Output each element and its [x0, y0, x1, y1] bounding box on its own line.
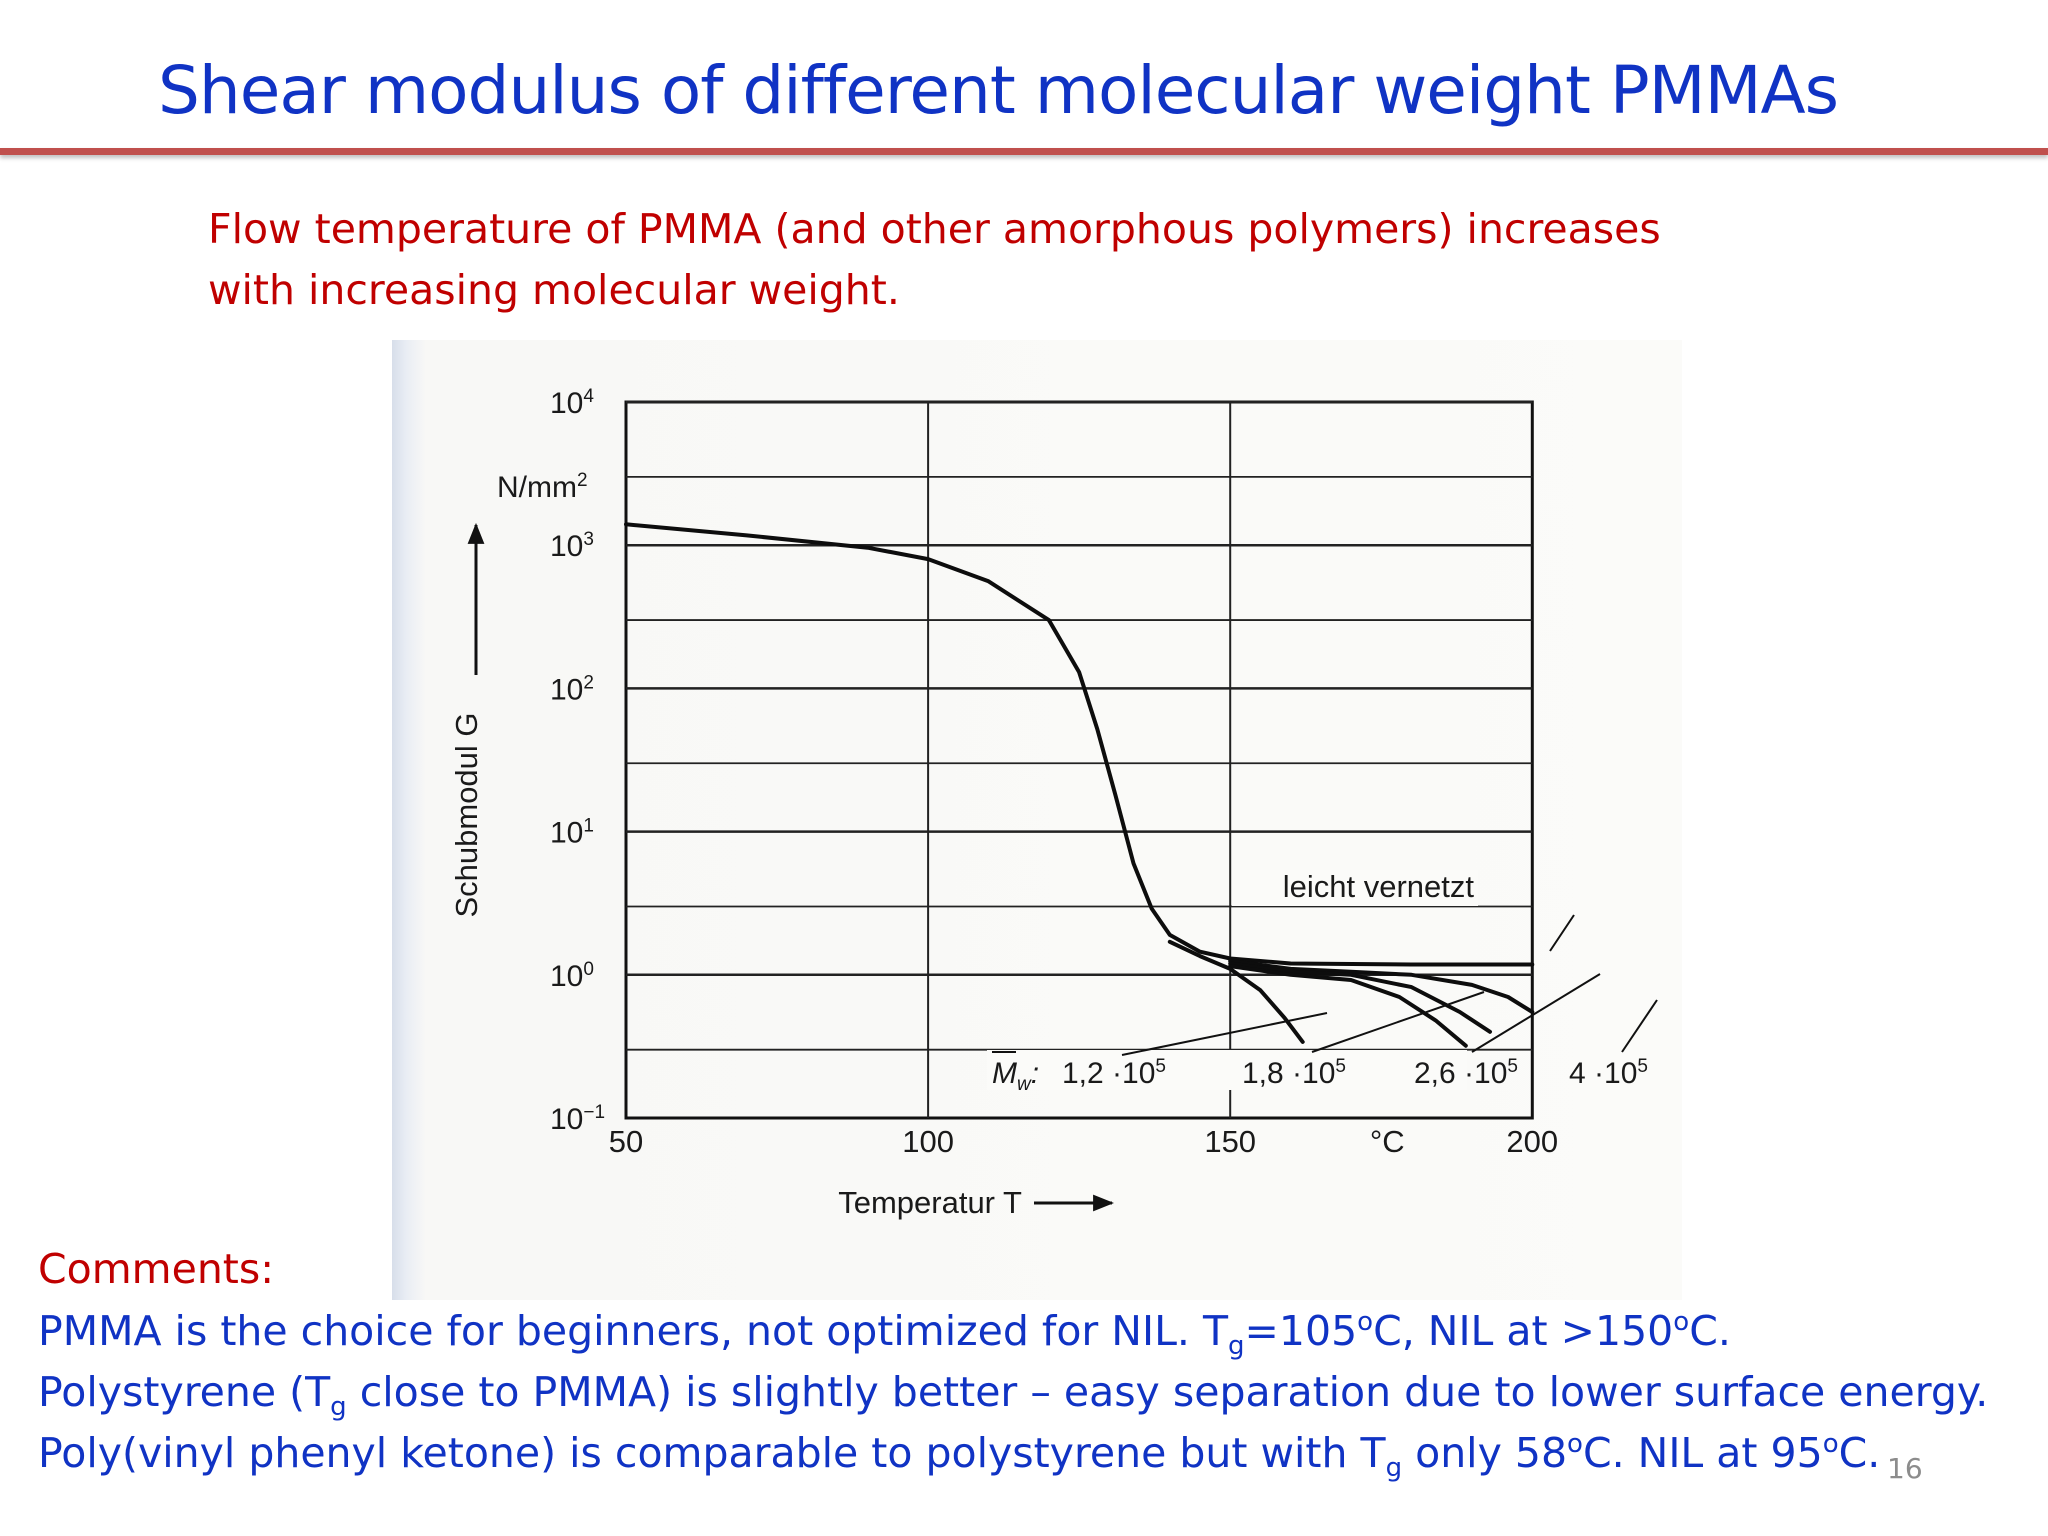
plot-frame: [624, 400, 1534, 1120]
y-unit-label: N/mm2: [497, 470, 588, 504]
page-number: 16: [1887, 1452, 1923, 1485]
x-tick-label: °C: [1370, 1124, 1405, 1159]
subtitle-line-1: Flow temperature of PMMA (and other amor…: [208, 205, 1661, 253]
y-axis-title: Schubmodul G: [449, 712, 484, 917]
x-axis-title: Temperatur T: [838, 1185, 1022, 1220]
curve-label-crosslinked-text: leicht vernetzt: [1283, 869, 1475, 904]
curve-label-crosslinked: leicht vernetzt: [1232, 869, 1575, 952]
mw-value-4: 4 ·105: [1569, 1056, 1648, 1090]
series-line-4: [1228, 964, 1468, 1048]
mw-leader-4: [1621, 999, 1658, 1053]
mw-legend: Mw: 1,2 ·105 1,8 ·105 2,6 ·105 4 ·105: [987, 973, 1658, 1095]
series-line-1: [624, 522, 1535, 967]
mw-leader-2: [1311, 991, 1485, 1053]
x-tick-label: 100: [902, 1124, 954, 1159]
chart-curves: [624, 522, 1535, 1048]
x-tick-label: 200: [1506, 1124, 1558, 1159]
series-line-5: [1167, 939, 1305, 1044]
y-tick-label: 104: [550, 386, 594, 420]
chart-ticks: 104 103 102 101 100 10−150 100 150 °C 200: [550, 386, 1558, 1159]
comments-label: Comments:: [38, 1245, 275, 1293]
mw-value-3: 2,6 ·105: [1414, 1056, 1518, 1090]
shear-modulus-figure: 104 103 102 101 100 10−1 50 100 150 °C 200 N/mm2 S…: [392, 340, 1682, 1300]
comment-line-polystyrene: Polystyrene (Tg close to PMMA) is slight…: [38, 1368, 1989, 1422]
title-rule: [0, 148, 2048, 155]
y-tick-label: 103: [550, 529, 594, 563]
chart-grid: [624, 400, 1534, 1120]
mw-leader-3: [1471, 973, 1601, 1053]
mw-value-2: 1,8 ·105: [1242, 1056, 1346, 1090]
y-tick-label: 10−1: [550, 1102, 605, 1136]
slide-title: Shear modulus of different molecular wei…: [158, 52, 1839, 129]
mw-value-1: 1,2 ·105: [1062, 1056, 1166, 1090]
subtitle-line-2: with increasing molecular weight.: [208, 266, 900, 314]
comment-line-pmma: PMMA is the choice for beginners, not op…: [38, 1307, 1731, 1361]
mw-symbol: Mw:: [992, 1057, 1039, 1095]
x-tick-label: 150: [1204, 1124, 1256, 1159]
y-tick-label: 102: [550, 672, 594, 706]
x-tick-label: 50: [609, 1124, 643, 1159]
y-tick-label: 101: [550, 816, 594, 850]
crosslinked-leader: [1549, 914, 1575, 952]
series-line-2: [1228, 958, 1535, 1014]
series-line-3: [1228, 961, 1492, 1034]
mw-leader-1: [1121, 1012, 1328, 1056]
shear-modulus-chart: 104 103 102 101 100 10−150 100 150 °C 200 N/mm2 S…: [449, 386, 1658, 1220]
y-tick-label: 100: [550, 959, 594, 993]
comment-line-pvpk: Poly(vinyl phenyl ketone) is comparable …: [38, 1429, 1881, 1483]
